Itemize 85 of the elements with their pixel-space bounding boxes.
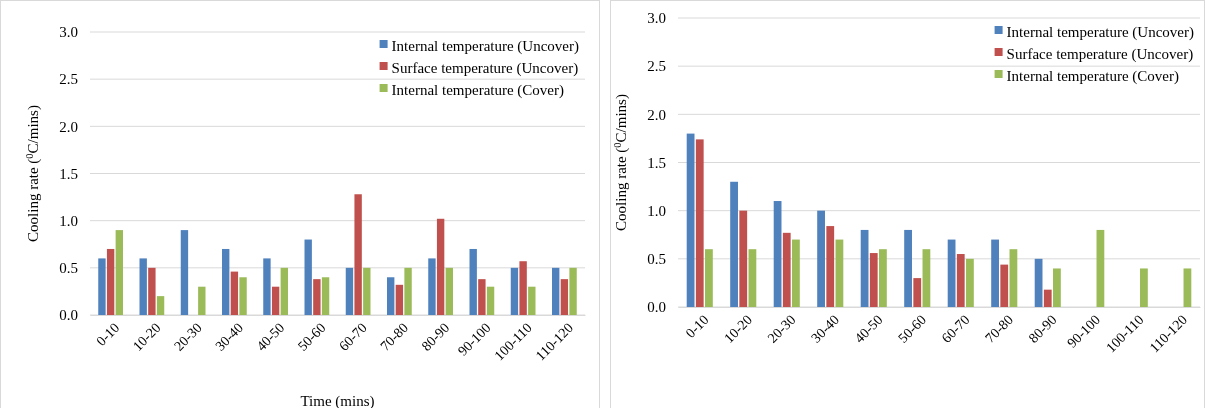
bar [826, 226, 835, 307]
bar [560, 279, 569, 315]
y-tick-label: 3.0 [59, 24, 78, 41]
bar [404, 267, 412, 315]
y-tick-label: 1.0 [59, 212, 78, 229]
y-tick-label: 1.0 [647, 202, 666, 219]
bar [519, 261, 527, 315]
y-tick-label: 3.0 [647, 10, 666, 27]
bar [528, 286, 536, 315]
bar [904, 229, 912, 307]
bar [345, 267, 354, 315]
bar [773, 201, 782, 307]
y-tick-label: 1.5 [59, 165, 78, 182]
bar [922, 249, 931, 307]
legend-label: Internal temperature (Uncover) [1006, 24, 1194, 42]
legend-label: Internal temperature (Uncover) [391, 38, 579, 56]
bar [98, 258, 106, 315]
bar [148, 267, 156, 315]
bar [1000, 264, 1009, 307]
bar [230, 271, 239, 315]
legend-label: Surface temperature (Uncover) [391, 60, 579, 78]
bar [1053, 268, 1061, 307]
y-tick-label: 2.0 [59, 118, 78, 135]
bar [1043, 289, 1052, 307]
bar [271, 286, 280, 315]
bar [1096, 229, 1105, 307]
bar [569, 267, 577, 315]
legend-label: Internal temperature (Cover) [391, 82, 565, 100]
legend-label: Internal temperature (Cover) [1006, 68, 1180, 86]
bar [304, 239, 312, 315]
bar [395, 284, 404, 315]
bar [552, 267, 560, 315]
bar [445, 267, 453, 315]
bar [363, 267, 371, 315]
bar [469, 248, 477, 315]
bar [739, 210, 748, 307]
bar [991, 239, 999, 307]
legend-label: Surface temperature (Uncover) [1006, 46, 1194, 64]
bar [817, 210, 825, 307]
bar [913, 278, 922, 307]
bar [966, 258, 974, 307]
bar [1009, 249, 1018, 307]
bar [869, 253, 878, 307]
y-tick-label: 2.0 [647, 106, 666, 123]
bar [428, 258, 436, 315]
y-tick-label: 0.0 [647, 299, 666, 316]
y-tick-label: 0.0 [59, 307, 78, 324]
bar [730, 181, 738, 307]
bar [198, 286, 206, 315]
bar [695, 139, 704, 307]
y-tick-label: 2.5 [59, 71, 78, 88]
bar [321, 277, 330, 315]
bar [956, 254, 965, 307]
bar [156, 296, 165, 315]
y-tick-label: 1.5 [647, 154, 666, 171]
bar [280, 267, 288, 315]
bar [1183, 268, 1192, 307]
y-tick-label: 0.5 [647, 251, 666, 268]
y-tick-label: 2.5 [647, 58, 666, 75]
bar [478, 279, 486, 315]
bar [860, 229, 869, 307]
bar [222, 248, 230, 315]
bar [263, 258, 271, 315]
bar [686, 133, 695, 307]
bar [436, 218, 445, 315]
bar [115, 230, 123, 315]
bar [782, 232, 791, 307]
bar [239, 277, 247, 315]
bar [486, 286, 495, 315]
bar [387, 277, 395, 315]
bar [313, 279, 321, 315]
bar [180, 230, 189, 315]
bar [792, 239, 800, 307]
x-tick-label: 0-10 [682, 312, 712, 341]
x-tick-label: 0-10 [93, 320, 123, 349]
bar [879, 249, 887, 307]
bar [354, 194, 362, 315]
bar [106, 248, 115, 315]
y-tick-label: 0.5 [59, 260, 78, 277]
bar [1140, 268, 1148, 307]
bar [705, 249, 713, 307]
bar [1034, 258, 1043, 307]
bar [139, 258, 147, 315]
bar [748, 249, 757, 307]
bar [510, 267, 519, 315]
